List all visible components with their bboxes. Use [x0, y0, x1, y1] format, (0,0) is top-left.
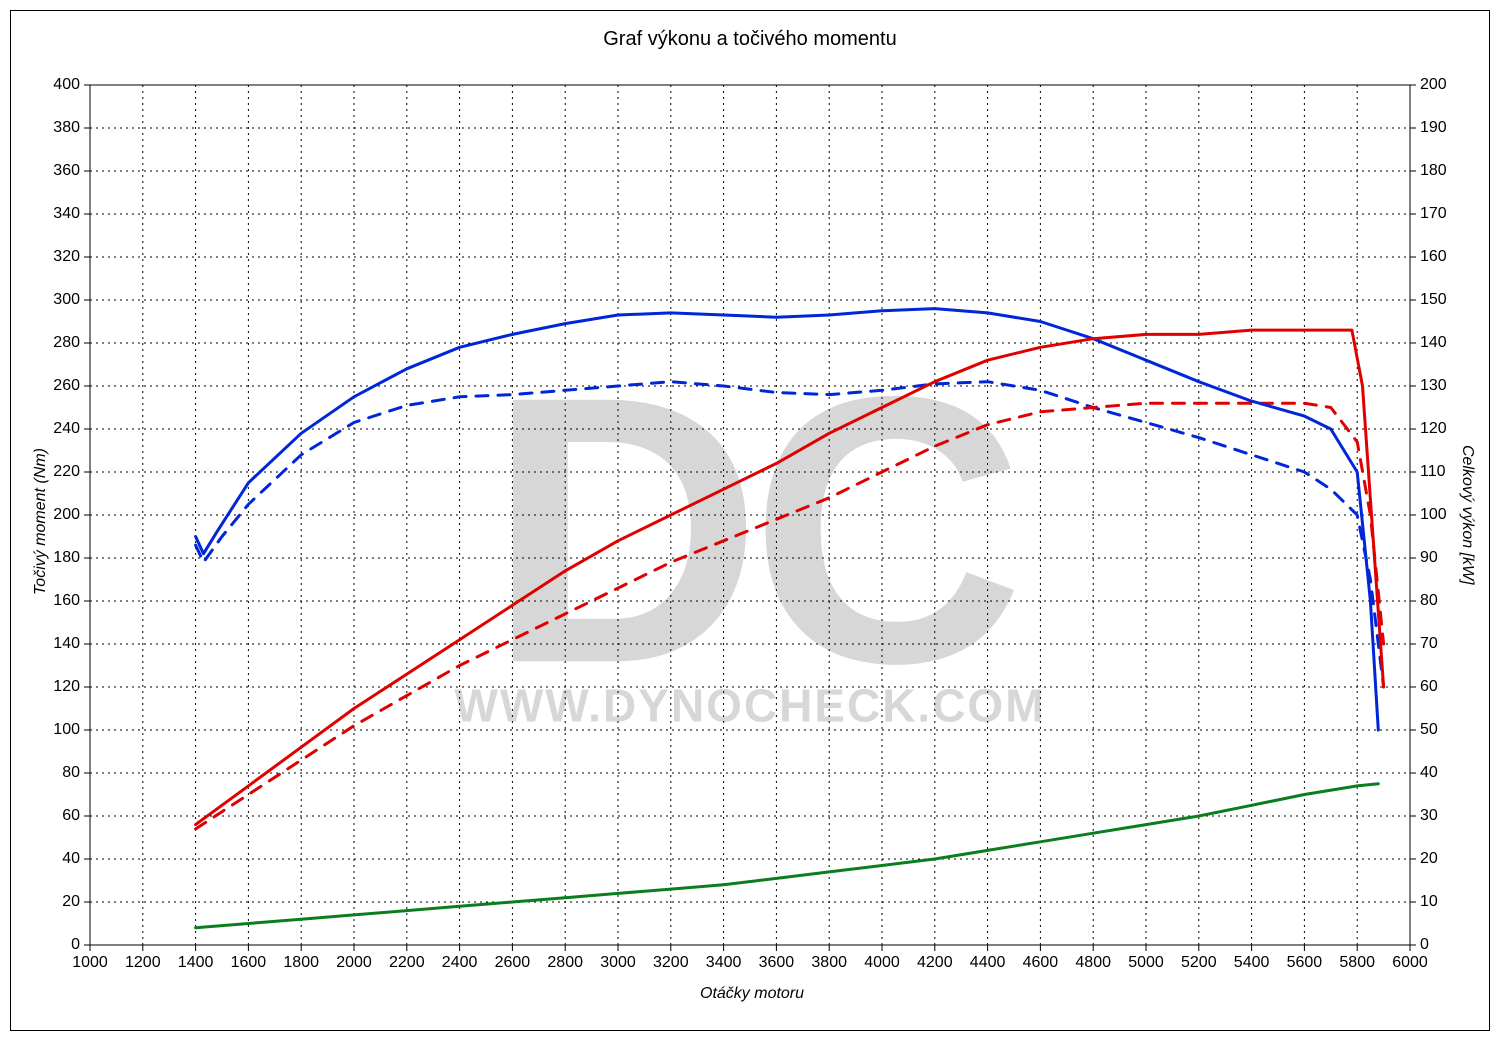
series-losses: [196, 784, 1379, 928]
chart-plot: DCWWW.DYNOCHECK.COM: [0, 0, 1500, 1041]
